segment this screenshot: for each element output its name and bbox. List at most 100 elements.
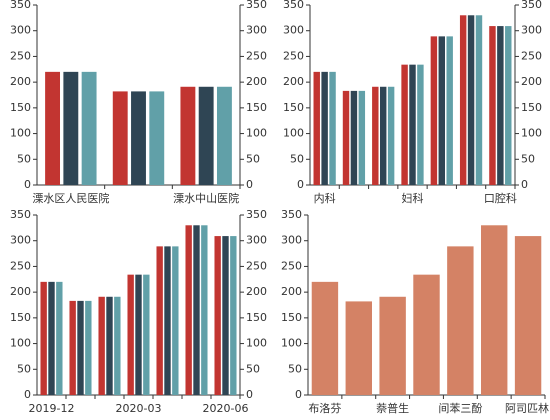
bar bbox=[446, 36, 453, 185]
bar bbox=[106, 296, 113, 395]
bar bbox=[379, 86, 387, 185]
y2-tick-label: 300 bbox=[246, 234, 267, 247]
bar bbox=[48, 281, 55, 395]
y2-tick-label: 50 bbox=[246, 362, 260, 375]
bar bbox=[313, 71, 320, 185]
bar bbox=[413, 274, 440, 395]
y2-tick-label: 150 bbox=[246, 101, 267, 114]
bar bbox=[40, 281, 47, 395]
bar bbox=[438, 36, 446, 185]
y-tick-label: 350 bbox=[10, 208, 31, 221]
x-tick-label: 口腔科 bbox=[484, 191, 517, 205]
bar bbox=[164, 246, 171, 395]
bar bbox=[475, 15, 483, 185]
x-tick-label: 2020-06 bbox=[203, 402, 249, 415]
y2-tick-label: 350 bbox=[246, 0, 267, 11]
bar bbox=[459, 15, 467, 185]
y-tick-label: 100 bbox=[283, 127, 304, 140]
y2-tick-label: 200 bbox=[246, 75, 267, 88]
y2-tick-label: 200 bbox=[246, 285, 267, 298]
y-tick-label: 150 bbox=[281, 311, 302, 324]
y-tick-label: 50 bbox=[288, 362, 302, 375]
y2-tick-label: 150 bbox=[246, 311, 267, 324]
x-tick-label: 妇科 bbox=[402, 191, 424, 205]
y-tick-label: 300 bbox=[10, 234, 31, 247]
y2-tick-label: 100 bbox=[246, 337, 267, 350]
bar bbox=[216, 86, 232, 185]
y-tick-label: 50 bbox=[17, 152, 31, 165]
y2-tick-label: 50 bbox=[521, 152, 535, 165]
bar bbox=[350, 90, 358, 185]
bar bbox=[81, 71, 97, 185]
bar bbox=[131, 91, 146, 185]
x-tick-label: 萘普生 bbox=[376, 401, 409, 415]
bar bbox=[45, 71, 61, 185]
x-tick-label: 2019-12 bbox=[29, 402, 75, 415]
y-tick-label: 150 bbox=[10, 101, 31, 114]
y2-tick-label: 250 bbox=[246, 49, 267, 62]
y-tick-label: 200 bbox=[283, 75, 304, 88]
y2-tick-label: 250 bbox=[246, 259, 267, 272]
bar bbox=[98, 296, 105, 395]
y2-tick-label: 300 bbox=[521, 24, 542, 37]
y-tick-label: 200 bbox=[10, 285, 31, 298]
bar bbox=[321, 71, 328, 185]
x-tick-label: 溧水中山医院 bbox=[173, 191, 239, 205]
x-tick-label: 溧水区人民医院 bbox=[32, 191, 109, 205]
y-tick-label: 250 bbox=[281, 259, 302, 272]
y2-tick-label: 0 bbox=[246, 388, 253, 401]
y-tick-label: 100 bbox=[10, 337, 31, 350]
bar bbox=[172, 246, 179, 395]
y-tick-label: 300 bbox=[281, 234, 302, 247]
bar bbox=[329, 71, 336, 185]
bar bbox=[401, 64, 408, 185]
y-tick-label: 200 bbox=[10, 75, 31, 88]
bar bbox=[387, 86, 395, 185]
y-tick-label: 150 bbox=[283, 101, 304, 114]
x-tick-label: 阿司匹林 bbox=[505, 401, 549, 415]
bar bbox=[505, 26, 512, 186]
bar bbox=[497, 26, 504, 186]
y-tick-label: 350 bbox=[281, 208, 302, 221]
bar bbox=[201, 225, 208, 395]
y2-tick-label: 50 bbox=[246, 152, 260, 165]
x-tick-label: 2020-03 bbox=[116, 402, 162, 415]
y2-tick-label: 150 bbox=[521, 101, 542, 114]
bar bbox=[467, 15, 475, 185]
y-tick-label: 150 bbox=[10, 311, 31, 324]
bar bbox=[127, 274, 134, 395]
bar bbox=[69, 300, 76, 395]
bar bbox=[447, 246, 474, 395]
y2-tick-label: 250 bbox=[521, 49, 542, 62]
bar bbox=[143, 274, 150, 395]
y-tick-label: 250 bbox=[10, 259, 31, 272]
y-tick-label: 200 bbox=[281, 285, 302, 298]
y-tick-label: 300 bbox=[10, 24, 31, 37]
y2-tick-label: 350 bbox=[246, 208, 267, 221]
bar bbox=[135, 274, 142, 395]
y-tick-label: 0 bbox=[295, 388, 302, 401]
bar bbox=[198, 86, 214, 185]
y-tick-label: 100 bbox=[10, 127, 31, 140]
y-tick-label: 250 bbox=[283, 49, 304, 62]
y-tick-label: 0 bbox=[24, 178, 31, 191]
bar bbox=[85, 300, 92, 395]
y2-tick-label: 100 bbox=[521, 127, 542, 140]
bar bbox=[149, 91, 165, 185]
bar bbox=[358, 90, 366, 185]
y-tick-label: 100 bbox=[281, 337, 302, 350]
bar bbox=[230, 236, 237, 395]
bar bbox=[342, 90, 350, 185]
y-tick-label: 50 bbox=[17, 362, 31, 375]
bar bbox=[180, 86, 196, 185]
bar bbox=[63, 71, 79, 185]
bar bbox=[481, 225, 508, 395]
bar bbox=[311, 281, 339, 395]
y2-tick-label: 350 bbox=[521, 0, 542, 11]
y-tick-label: 50 bbox=[290, 152, 304, 165]
y-tick-label: 250 bbox=[10, 49, 31, 62]
bar bbox=[222, 236, 229, 395]
y2-tick-label: 100 bbox=[246, 127, 267, 140]
x-tick-label: 布洛芬 bbox=[308, 401, 341, 415]
